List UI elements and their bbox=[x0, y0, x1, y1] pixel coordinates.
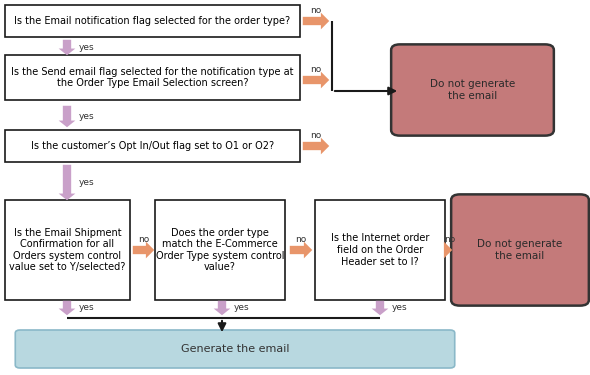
FancyBboxPatch shape bbox=[155, 200, 285, 300]
FancyBboxPatch shape bbox=[451, 194, 589, 306]
FancyBboxPatch shape bbox=[5, 200, 130, 300]
Text: Is the Email notification flag selected for the order type?: Is the Email notification flag selected … bbox=[14, 16, 290, 26]
Text: no: no bbox=[310, 131, 322, 140]
Text: Do not generate
the email: Do not generate the email bbox=[477, 239, 563, 261]
FancyBboxPatch shape bbox=[315, 200, 445, 300]
Text: yes: yes bbox=[79, 43, 94, 52]
Text: no: no bbox=[310, 6, 322, 15]
Text: Does the order type
match the E-Commerce
Order Type system control
value?: Does the order type match the E-Commerce… bbox=[156, 228, 284, 272]
Text: no: no bbox=[310, 65, 322, 74]
FancyBboxPatch shape bbox=[5, 5, 300, 37]
Text: no: no bbox=[138, 235, 149, 244]
FancyBboxPatch shape bbox=[5, 130, 300, 162]
FancyBboxPatch shape bbox=[391, 44, 554, 136]
Text: no: no bbox=[296, 235, 307, 244]
Text: Is the customer’s Opt In/Out flag set to O1 or O2?: Is the customer’s Opt In/Out flag set to… bbox=[31, 141, 274, 151]
FancyBboxPatch shape bbox=[15, 330, 455, 368]
FancyBboxPatch shape bbox=[5, 55, 300, 100]
Text: Do not generate
the email: Do not generate the email bbox=[430, 79, 515, 101]
Text: yes: yes bbox=[392, 303, 408, 312]
Text: Is the Send email flag selected for the notification type at
the Order Type Emai: Is the Send email flag selected for the … bbox=[11, 67, 294, 88]
Text: yes: yes bbox=[234, 303, 250, 312]
Text: Is the Internet order
field on the Order
Header set to I?: Is the Internet order field on the Order… bbox=[331, 233, 429, 267]
Text: yes: yes bbox=[79, 112, 94, 121]
Text: Generate the email: Generate the email bbox=[181, 344, 289, 354]
Text: yes: yes bbox=[79, 178, 94, 187]
Text: yes: yes bbox=[79, 303, 94, 312]
Text: no: no bbox=[444, 235, 455, 244]
Text: Is the Email Shipment
Confirmation for all
Orders system control
value set to Y/: Is the Email Shipment Confirmation for a… bbox=[9, 228, 126, 272]
